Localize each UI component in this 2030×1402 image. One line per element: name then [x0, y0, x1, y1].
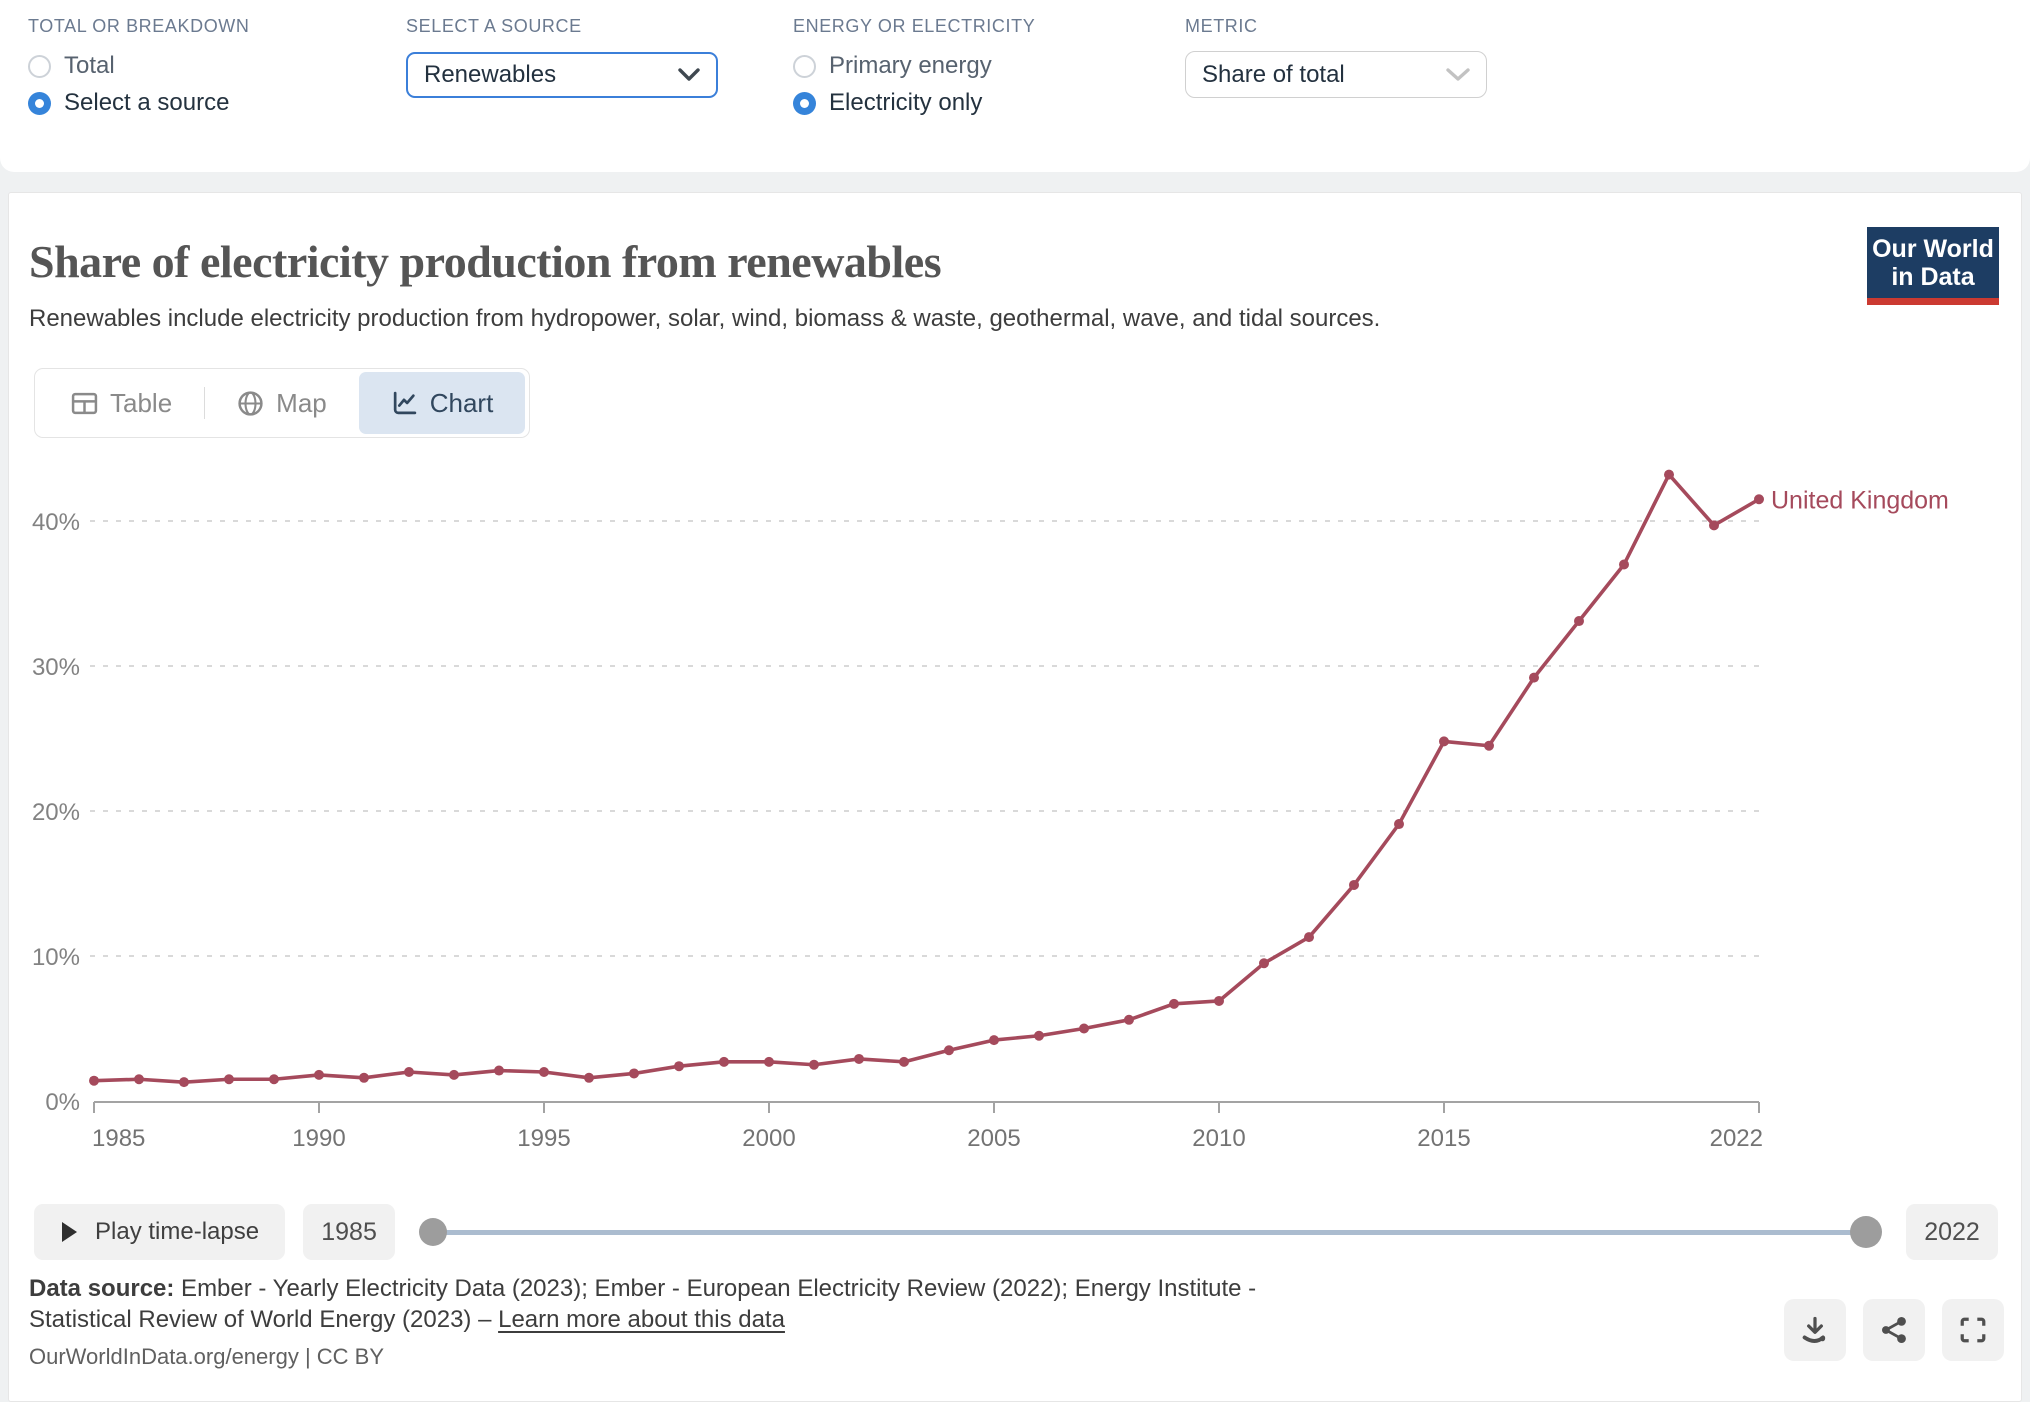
share-button[interactable]: [1863, 1299, 1925, 1361]
source-select-value: Renewables: [424, 61, 557, 88]
metric-label: METRIC: [1185, 16, 1258, 36]
source-select[interactable]: Renewables: [406, 52, 718, 98]
download-button[interactable]: [1784, 1299, 1846, 1361]
timeline-controls: Play time-lapse 1985 2022: [34, 1204, 1998, 1260]
chevron-down-icon: [678, 68, 700, 81]
source-label: SELECT A SOURCE: [406, 16, 582, 36]
tab-table-label: Table: [110, 387, 173, 418]
owid-logo[interactable]: Our World in Data: [1867, 227, 1999, 305]
chevron-down-icon: [1446, 67, 1470, 81]
svg-text:2005: 2005: [967, 1125, 1020, 1152]
timeline-start-year[interactable]: 1985: [303, 1204, 396, 1260]
svg-text:2000: 2000: [742, 1125, 795, 1152]
table-icon: [71, 392, 98, 414]
radio-total-label[interactable]: Total: [64, 52, 115, 79]
timeline-end-year[interactable]: 2022: [1906, 1204, 1998, 1260]
svg-text:30%: 30%: [32, 654, 80, 681]
radio-select-a-source[interactable]: Select a source: [28, 89, 229, 117]
svg-text:40%: 40%: [32, 509, 80, 536]
svg-text:2015: 2015: [1417, 1125, 1470, 1152]
chart-card: Share of electricity production from ren…: [8, 192, 2022, 1402]
timeline-slider[interactable]: [419, 1204, 1882, 1260]
data-source-label: Data source:: [29, 1275, 175, 1302]
owid-logo-line1: Our World: [1872, 235, 1994, 263]
svg-text:10%: 10%: [32, 944, 80, 971]
play-icon: [62, 1222, 77, 1242]
chart-subtitle: Renewables include electricity productio…: [29, 305, 1381, 332]
timeline-end-handle[interactable]: [1850, 1216, 1882, 1248]
svg-text:20%: 20%: [32, 799, 80, 826]
radio-electricity-only-label[interactable]: Electricity only: [829, 89, 983, 116]
data-source-text: Ember - Yearly Electricity Data (2023); …: [29, 1275, 1257, 1333]
metric-select-value: Share of total: [1202, 60, 1345, 88]
svg-text:2010: 2010: [1192, 1125, 1245, 1152]
citation: OurWorldInData.org/energy | CC BY: [29, 1344, 385, 1369]
timeline-track[interactable]: [431, 1230, 1868, 1235]
svg-text:1990: 1990: [292, 1125, 345, 1152]
chart-title: Share of electricity production from ren…: [29, 236, 942, 287]
svg-text:1985: 1985: [92, 1125, 145, 1152]
radio-icon[interactable]: [793, 54, 816, 78]
share-icon: [1882, 1316, 1906, 1344]
play-timelapse-button[interactable]: Play time-lapse: [34, 1204, 286, 1260]
radio-icon[interactable]: [793, 91, 816, 115]
tab-chart[interactable]: Chart: [358, 372, 526, 434]
play-timelapse-label: Play time-lapse: [95, 1218, 260, 1245]
svg-text:2022: 2022: [1710, 1125, 1763, 1152]
chart-settings-bar: TOTAL OR BREAKDOWN Total Select a source…: [0, 0, 2030, 172]
fullscreen-icon: [1960, 1317, 1986, 1343]
chart-icon: [393, 391, 416, 414]
view-tabs: Table Map Chart: [34, 368, 531, 438]
svg-text:0%: 0%: [45, 1089, 80, 1116]
radio-primary-energy-label[interactable]: Primary energy: [829, 52, 992, 79]
metric-select[interactable]: Share of total: [1185, 51, 1487, 98]
svg-text:1995: 1995: [517, 1125, 570, 1152]
tab-separator: [204, 387, 206, 419]
learn-more-link[interactable]: Learn more about this data: [498, 1306, 785, 1333]
radio-electricity-only[interactable]: Electricity only: [793, 89, 982, 117]
timeline-start-handle[interactable]: [419, 1218, 448, 1246]
tab-table[interactable]: Table: [39, 372, 204, 434]
radio-select-a-source-label[interactable]: Select a source: [64, 89, 230, 116]
tab-map-label: Map: [276, 387, 327, 418]
line-chart[interactable]: 0% 10% 20% 30% 40% 1985 1990 1995 2000 2005 2010 20…: [9, 451, 2023, 1181]
radio-primary-energy[interactable]: Primary energy: [793, 52, 992, 80]
globe-icon: [238, 390, 263, 416]
radio-icon[interactable]: [28, 54, 51, 78]
radio-total[interactable]: Total: [28, 52, 115, 80]
tab-map[interactable]: Map: [205, 372, 359, 434]
chart-action-buttons: [1784, 1299, 2004, 1361]
source-note: Data source: Ember - Yearly Electricity …: [29, 1273, 1309, 1372]
owid-logo-line2: in Data: [1891, 263, 1975, 291]
tab-chart-label: Chart: [429, 387, 494, 418]
total-or-breakdown-label: TOTAL OR BREAKDOWN: [28, 16, 250, 36]
entity-label: United Kingdom: [1771, 486, 1949, 514]
energy-or-electricity-label: ENERGY OR ELECTRICITY: [793, 16, 1036, 36]
download-icon: [1802, 1316, 1826, 1343]
radio-icon[interactable]: [28, 91, 51, 115]
fullscreen-button[interactable]: [1942, 1299, 2004, 1361]
